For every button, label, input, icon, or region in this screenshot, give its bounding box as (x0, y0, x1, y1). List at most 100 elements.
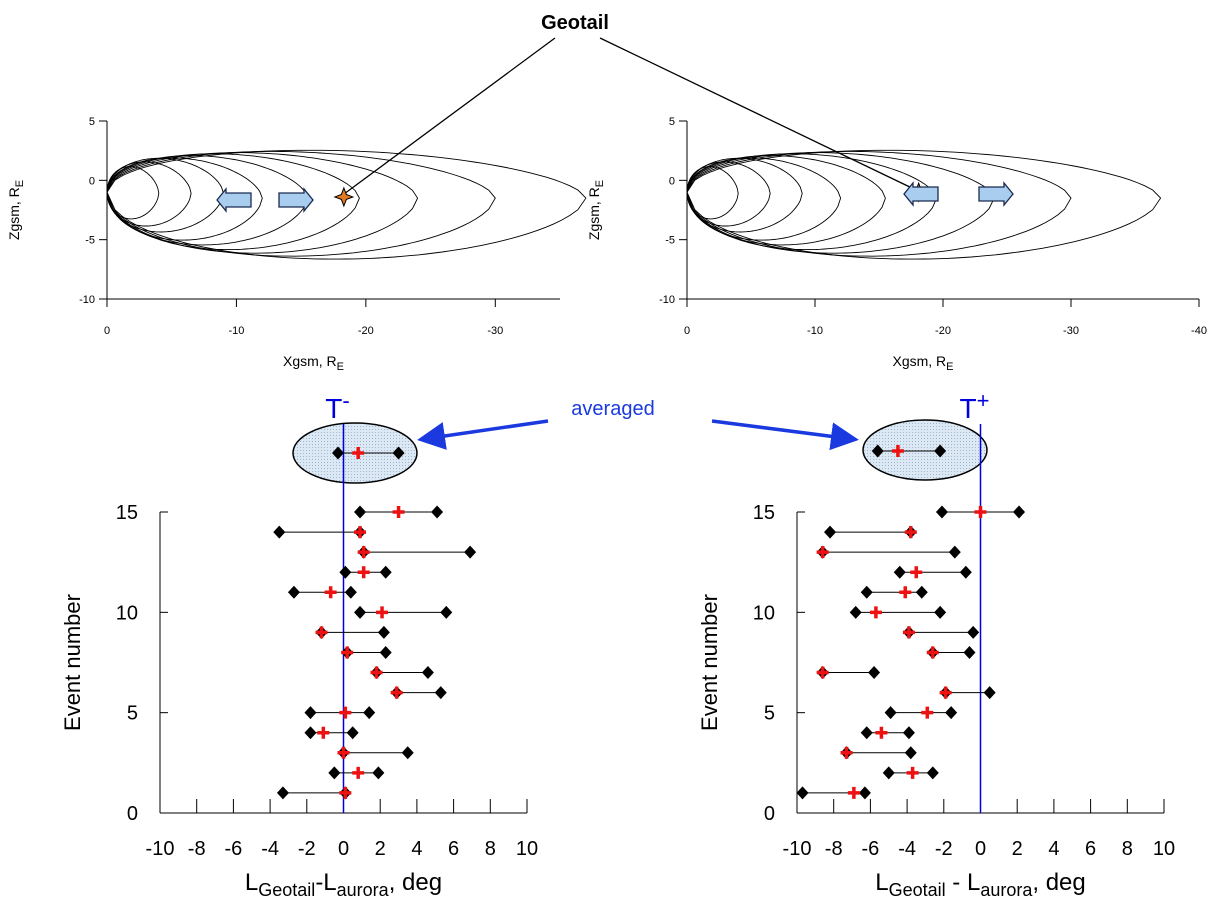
x-tick-label: -30 (487, 325, 503, 337)
field-line (686, 150, 1072, 257)
x-tick-label: 4 (1048, 838, 1059, 860)
y-axis-label: Event number (60, 594, 85, 731)
x-tick-label: -10 (146, 838, 175, 860)
x-tick-label: -20 (935, 325, 951, 337)
range-end (346, 726, 359, 740)
range-end (915, 585, 928, 599)
range-end (440, 605, 453, 619)
range-end (926, 766, 939, 780)
range-end (304, 726, 317, 740)
x-axis-label-text: L (245, 869, 258, 896)
reference-label-sup: - (342, 388, 349, 413)
x-tick-label: -8 (825, 838, 843, 860)
x-tick-label: 10 (516, 838, 538, 860)
range-end (824, 525, 837, 539)
range-end (963, 645, 976, 659)
range-end (431, 505, 444, 519)
field-line (106, 152, 419, 254)
y-tick-label: 15 (116, 502, 138, 524)
plot: -10 -8 -6 -4 -2 0 2 4 6 8 10 0 5 10 15 Event number LGeo… (697, 388, 1175, 900)
y-tick-label: 0 (89, 175, 95, 187)
pointer-line (599, 37, 917, 191)
reference-label-sup: + (977, 388, 990, 413)
x-tick-label: -6 (862, 838, 880, 860)
mean-mark (370, 666, 383, 679)
x-tick-label: 0 (104, 325, 110, 337)
x-axis-label-text: Xgsm, R (283, 353, 337, 369)
range-end (871, 444, 884, 458)
mean-mark (339, 706, 352, 719)
range-end (392, 446, 405, 460)
range-end (935, 505, 948, 519)
range-end (934, 605, 947, 619)
mean-mark (352, 447, 365, 459)
mean-mark (921, 706, 934, 719)
y-axis-label: Zgsm, RE (6, 180, 26, 240)
mean-mark (847, 786, 860, 799)
range-end (983, 686, 996, 700)
field-line (686, 152, 995, 254)
x-tick-label: -20 (358, 325, 374, 337)
y-tick-label: 5 (764, 703, 775, 725)
x-tick-label: 8 (485, 838, 496, 860)
x-tick-label: 4 (411, 838, 422, 860)
x-tick-label: 0 (684, 325, 690, 337)
range-end (304, 706, 317, 720)
range-end (276, 786, 289, 800)
x-tick-label: -10 (807, 325, 823, 337)
mean-mark (354, 526, 367, 539)
y-tick-label: 10 (116, 602, 138, 624)
averaged-arrow (711, 419, 859, 451)
field-line (686, 149, 1162, 260)
x-tick-label: 10 (1153, 838, 1175, 860)
x-axis-label-sub: Geotail (889, 880, 946, 900)
range-end (354, 605, 367, 619)
y-tick-label: 15 (753, 502, 775, 524)
mean-mark (390, 686, 403, 699)
reference-label: T+ (960, 388, 990, 424)
flow-arrow (278, 187, 314, 213)
mean-mark (974, 506, 987, 518)
averaged-arrow (417, 419, 549, 450)
mean-mark (357, 566, 370, 579)
averaged-ellipse (862, 419, 988, 481)
y-tick-label: -5 (665, 235, 675, 247)
mean-mark (816, 666, 829, 679)
mean-mark (339, 786, 352, 799)
range-end (379, 645, 392, 659)
range-end (858, 786, 871, 800)
mean-mark (902, 626, 915, 639)
mean-mark (352, 766, 365, 779)
range-end (339, 565, 352, 579)
range-end (967, 625, 980, 639)
flow-arrow (216, 187, 252, 213)
mean-mark (869, 606, 882, 619)
x-axis-label-sub: Geotail (258, 880, 315, 900)
x-axis-label: LGeotail-Laurora, deg (245, 869, 442, 900)
y-axis-label: Zgsm, RE (586, 180, 606, 240)
mean-mark (906, 766, 919, 779)
range-end (884, 706, 897, 720)
mean-mark (392, 506, 405, 518)
range-end (849, 605, 862, 619)
y-tick-label: -10 (79, 294, 95, 306)
x-tick-label: -2 (298, 838, 316, 860)
y-axis-label-text: Zgsm, R (6, 187, 22, 240)
x-axis-label-text: L (875, 869, 888, 896)
range-end (344, 585, 357, 599)
x-axis-label-sub: E (337, 361, 344, 373)
mean-mark (926, 646, 939, 659)
mean-mark (324, 586, 337, 599)
field-line (686, 157, 803, 233)
x-axis-label-sub: aurora (980, 880, 1033, 900)
averaged-label: averaged (571, 398, 654, 420)
y-tick-label: 0 (764, 803, 775, 825)
y-axis-label-sub: E (14, 180, 26, 187)
range-end (945, 706, 958, 720)
y-axis-label: Event number (697, 594, 722, 731)
range-end (401, 746, 414, 760)
range-end (328, 766, 341, 780)
